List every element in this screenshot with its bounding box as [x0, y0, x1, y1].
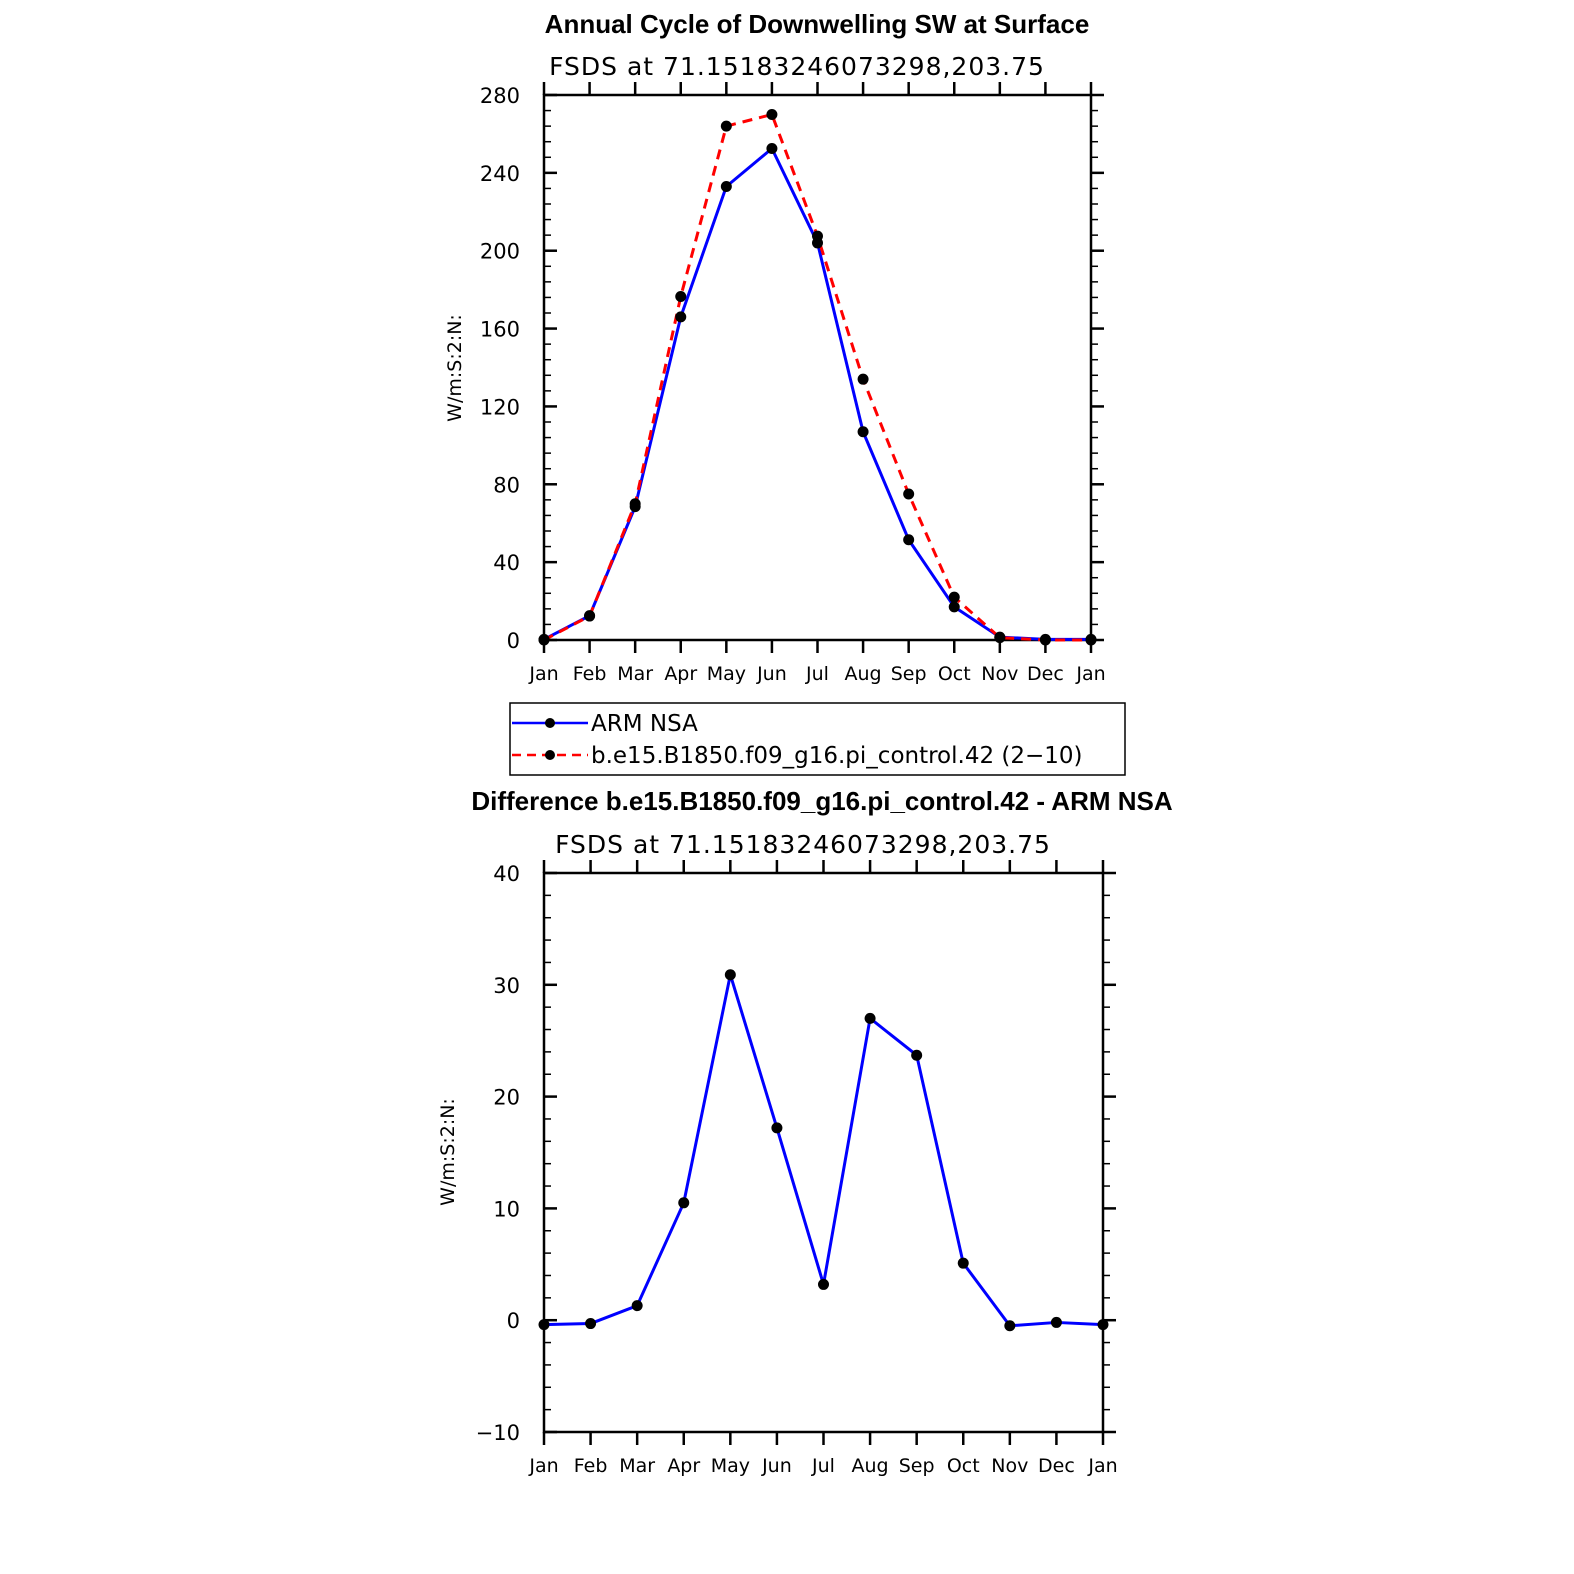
- y-tick-label: 240: [480, 162, 520, 186]
- x-tick-label: Nov: [981, 663, 1018, 685]
- series-line-0: [543, 973, 1104, 1328]
- x-tick-label: May: [711, 1455, 750, 1477]
- series-line-0: [543, 147, 1091, 641]
- data-point: [631, 1300, 643, 1312]
- y-tick-label: 20: [493, 1086, 520, 1110]
- data-point: [857, 426, 869, 438]
- data-point: [948, 591, 960, 603]
- x-tick-label: Jan: [528, 1455, 558, 1477]
- x-tick-label: Jan: [1075, 663, 1105, 685]
- data-point: [720, 180, 732, 192]
- x-tick-label: May: [707, 663, 746, 685]
- y-tick-label: 40: [493, 862, 520, 886]
- data-point: [818, 1278, 829, 1290]
- data-point: [675, 290, 687, 302]
- plot-frame: [542, 871, 1105, 1434]
- data-point: [675, 311, 687, 323]
- x-tick-label: Jul: [811, 1455, 835, 1477]
- y-tick-label: 280: [480, 84, 520, 108]
- plot-marks: [538, 108, 1097, 646]
- x-tick-label: Jul: [805, 663, 829, 685]
- legend-entry-arm-nsa: ARM NSA: [591, 711, 698, 737]
- data-point: [766, 143, 778, 155]
- data-point: [1004, 1320, 1016, 1332]
- x-tick-label: Aug: [845, 663, 882, 685]
- x-tick-label: Aug: [852, 1455, 889, 1477]
- plot-axes: Jan Feb Mar Apr May Jun Jul Aug Sep Oct Nov Dec Jan−…: [476, 860, 1118, 1477]
- x-tick-label: Sep: [891, 663, 927, 685]
- x-tick-label: Jan: [528, 663, 558, 685]
- data-point: [538, 634, 550, 646]
- data-point: [766, 108, 778, 120]
- y-axis-label: W/m:S:2:N:: [437, 1098, 459, 1206]
- chart-title: Annual Cycle of Downwelling SW at Surfac…: [545, 9, 1090, 39]
- data-point: [1085, 634, 1097, 646]
- y-tick-label: −10: [476, 1421, 520, 1445]
- x-tick-label: Apr: [667, 1455, 700, 1477]
- y-tick-label: 30: [493, 974, 520, 998]
- difference-panel: Difference b.e15.B1850.f09_g16.pi_contro…: [437, 786, 1173, 1477]
- x-tick-label: Mar: [617, 663, 653, 685]
- data-point: [903, 534, 915, 546]
- data-point: [903, 488, 915, 500]
- data-point: [957, 1257, 969, 1269]
- y-tick-label: 10: [493, 1197, 520, 1221]
- y-tick-label: 40: [493, 551, 520, 575]
- data-point: [771, 1122, 783, 1134]
- y-tick-label: 0: [507, 629, 520, 653]
- chart-subtitle: FSDS at 71.15183246073298,203.75: [555, 830, 1051, 859]
- x-tick-label: Feb: [574, 1455, 608, 1477]
- legend-box: [509, 702, 1126, 776]
- x-tick-label: Nov: [991, 1455, 1028, 1477]
- data-point: [538, 1319, 550, 1331]
- y-tick-label: 0: [507, 1309, 520, 1333]
- plot-marks: [538, 969, 1109, 1332]
- chart-subtitle: FSDS at 71.15183246073298,203.75: [549, 52, 1045, 81]
- legend: ARM NSA b.e15.B1850.f09_g16.pi_control.4…: [509, 702, 1126, 776]
- data-point: [585, 1318, 597, 1330]
- data-point: [1097, 1319, 1109, 1331]
- legend-marker-model: [545, 750, 555, 760]
- plot-frame: [542, 93, 1093, 642]
- x-tick-label: Jun: [761, 1455, 792, 1477]
- x-tick-label: Oct: [938, 663, 971, 685]
- x-tick-label: Feb: [573, 663, 607, 685]
- data-point: [1050, 1316, 1062, 1328]
- data-point: [724, 969, 736, 981]
- x-tick-label: Apr: [664, 663, 697, 685]
- y-axis-label: W/m:S:2:N:: [444, 314, 466, 422]
- data-point: [857, 373, 869, 385]
- data-point: [629, 498, 641, 510]
- data-point: [864, 1012, 876, 1024]
- x-tick-label: Jan: [1087, 1455, 1117, 1477]
- y-tick-label: 120: [480, 395, 520, 419]
- data-point: [994, 632, 1006, 644]
- x-tick-label: Sep: [899, 1455, 935, 1477]
- x-tick-label: Mar: [619, 1455, 655, 1477]
- series-line-1: [543, 112, 1091, 642]
- data-point: [812, 230, 823, 242]
- x-tick-label: Dec: [1038, 1455, 1075, 1477]
- x-tick-label: Jun: [756, 663, 787, 685]
- plot-axes: Jan Feb Mar Apr May Jun Jul Aug Sep Oct Nov Dec Jan 0…: [480, 82, 1106, 685]
- y-tick-label: 160: [480, 318, 520, 342]
- data-point: [948, 601, 960, 613]
- annual-cycle-panel: Annual Cycle of Downwelling SW at Surfac…: [444, 9, 1106, 685]
- y-tick-label: 200: [480, 240, 520, 264]
- data-point: [911, 1049, 923, 1061]
- chart-title: Difference b.e15.B1850.f09_g16.pi_contro…: [471, 786, 1173, 816]
- data-point: [1039, 634, 1051, 646]
- x-tick-label: Oct: [947, 1455, 980, 1477]
- x-tick-label: Dec: [1027, 663, 1064, 685]
- y-tick-label: 80: [493, 473, 520, 497]
- data-point: [720, 120, 732, 132]
- legend-entry-model: b.e15.B1850.f09_g16.pi_control.42 (2−10): [591, 743, 1083, 769]
- legend-marker-arm-nsa: [545, 718, 555, 728]
- data-point: [678, 1197, 690, 1209]
- data-point: [584, 610, 596, 622]
